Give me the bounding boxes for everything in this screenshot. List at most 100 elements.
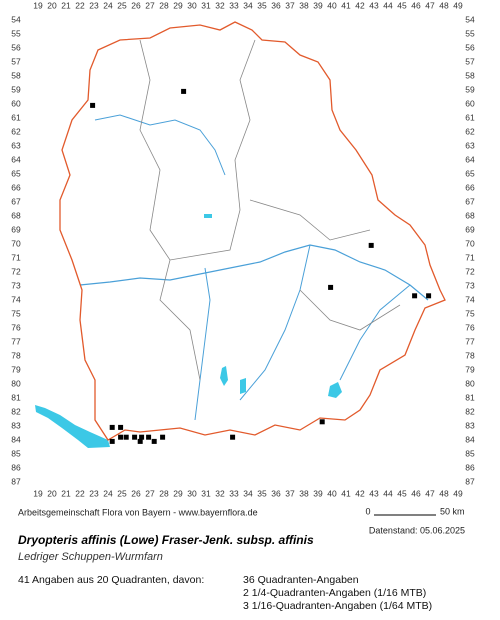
lake-constance bbox=[35, 405, 110, 448]
x-tick-label: 25 bbox=[117, 488, 127, 498]
x-tick-label: 24 bbox=[103, 0, 113, 10]
y-tick-label: 63 bbox=[465, 140, 475, 150]
y-tick-label: 72 bbox=[11, 266, 21, 276]
y-tick-label: 65 bbox=[465, 168, 475, 178]
x-tick-label: 48 bbox=[439, 488, 449, 498]
occurrence-marker bbox=[426, 293, 432, 299]
river bbox=[94, 114, 226, 176]
x-tick-label: 35 bbox=[257, 0, 267, 10]
occurrence-marker bbox=[90, 102, 96, 108]
y-tick-label: 63 bbox=[11, 140, 21, 150]
x-tick-label: 49 bbox=[453, 0, 463, 10]
species-name: Dryopteris affinis (Lowe) Fraser-Jenk. s… bbox=[18, 533, 314, 547]
x-tick-label: 37 bbox=[285, 0, 295, 10]
state-border bbox=[59, 21, 446, 441]
occurrence-marker bbox=[137, 438, 143, 444]
y-tick-label: 79 bbox=[11, 364, 21, 374]
y-tick-label: 66 bbox=[11, 182, 21, 192]
x-tick-label: 39 bbox=[313, 0, 323, 10]
x-tick-label: 22 bbox=[75, 488, 85, 498]
y-tick-label: 84 bbox=[465, 434, 475, 444]
y-tick-label: 85 bbox=[11, 448, 21, 458]
occurrence-marker bbox=[151, 438, 157, 444]
x-tick-label: 32 bbox=[215, 488, 225, 498]
y-tick-label: 78 bbox=[11, 350, 21, 360]
occurrence-marker bbox=[146, 434, 152, 440]
y-tick-label: 55 bbox=[465, 28, 475, 38]
occurrence-marker bbox=[109, 424, 115, 430]
lake bbox=[328, 382, 342, 398]
credit: Arbeitsgemeinschaft Flora von Bayern - w… bbox=[18, 507, 258, 517]
x-tick-label: 41 bbox=[341, 0, 351, 10]
y-tick-label: 59 bbox=[465, 84, 475, 94]
y-tick-label: 58 bbox=[11, 70, 21, 80]
x-tick-label: 31 bbox=[201, 488, 211, 498]
y-tick-label: 81 bbox=[11, 392, 21, 402]
x-tick-label: 22 bbox=[75, 0, 85, 10]
y-tick-label: 57 bbox=[465, 56, 475, 66]
x-tick-label: 40 bbox=[327, 488, 337, 498]
y-tick-label: 71 bbox=[465, 252, 475, 262]
y-tick-label: 69 bbox=[11, 224, 21, 234]
x-tick-label: 46 bbox=[411, 488, 421, 498]
x-tick-label: 34 bbox=[243, 0, 253, 10]
river bbox=[339, 284, 411, 381]
x-tick-label: 43 bbox=[369, 488, 379, 498]
x-tick-label: 33 bbox=[229, 0, 239, 10]
occurrence-marker bbox=[230, 434, 236, 440]
x-tick-label: 39 bbox=[313, 488, 323, 498]
occurrence-marker bbox=[368, 242, 374, 248]
occurrence-marker bbox=[123, 434, 129, 440]
x-tick-label: 46 bbox=[411, 0, 421, 10]
x-tick-label: 20 bbox=[47, 0, 57, 10]
y-tick-label: 86 bbox=[11, 462, 21, 472]
y-tick-label: 61 bbox=[11, 112, 21, 122]
x-tick-label: 34 bbox=[243, 488, 253, 498]
y-tick-label: 73 bbox=[465, 280, 475, 290]
y-tick-label: 80 bbox=[11, 378, 21, 388]
x-tick-label: 24 bbox=[103, 488, 113, 498]
y-tick-label: 68 bbox=[465, 210, 475, 220]
summary-line: 36 Quadranten-Angaben bbox=[243, 574, 359, 586]
lake bbox=[204, 214, 212, 218]
y-tick-label: 72 bbox=[465, 266, 475, 276]
y-tick-label: 61 bbox=[465, 112, 475, 122]
y-tick-label: 80 bbox=[465, 378, 475, 388]
y-tick-label: 65 bbox=[11, 168, 21, 178]
x-tick-label: 23 bbox=[89, 488, 99, 498]
data-date: Datenstand: 05.06.2025 bbox=[369, 525, 465, 535]
scale-end: 50 km bbox=[440, 506, 465, 516]
y-tick-label: 56 bbox=[465, 42, 475, 52]
x-tick-label: 26 bbox=[131, 488, 141, 498]
y-tick-label: 84 bbox=[11, 434, 21, 444]
summary-line: 3 1/16-Quadranten-Angaben (1/64 MTB) bbox=[243, 600, 432, 612]
x-tick-label: 28 bbox=[159, 0, 169, 10]
occurrences bbox=[90, 88, 432, 444]
y-tick-label: 69 bbox=[465, 224, 475, 234]
x-tick-label: 35 bbox=[257, 488, 267, 498]
summary-line: 2 1/4-Quadranten-Angaben (1/16 MTB) bbox=[243, 587, 426, 599]
common-name: Ledriger Schuppen-Wurmfarn bbox=[18, 551, 163, 563]
y-tick-label: 75 bbox=[11, 308, 21, 318]
x-tick-label: 21 bbox=[61, 0, 71, 10]
river bbox=[194, 267, 211, 421]
y-tick-label: 56 bbox=[11, 42, 21, 52]
occurrence-marker bbox=[118, 434, 124, 440]
lake bbox=[240, 378, 246, 394]
occurrence-marker bbox=[118, 424, 124, 430]
y-tick-label: 64 bbox=[465, 154, 475, 164]
y-tick-label: 87 bbox=[465, 476, 475, 486]
y-tick-label: 70 bbox=[465, 238, 475, 248]
summary: 41 Angaben aus 20 Quadranten, davon: bbox=[18, 574, 204, 586]
lake bbox=[220, 366, 228, 386]
x-tick-label: 38 bbox=[299, 0, 309, 10]
y-tick-label: 78 bbox=[465, 350, 475, 360]
x-tick-label: 32 bbox=[215, 0, 225, 10]
occurrence-marker bbox=[412, 293, 418, 299]
river bbox=[239, 244, 311, 401]
x-tick-label: 36 bbox=[271, 488, 281, 498]
occurrence-marker bbox=[139, 434, 145, 440]
y-tick-label: 83 bbox=[465, 420, 475, 430]
